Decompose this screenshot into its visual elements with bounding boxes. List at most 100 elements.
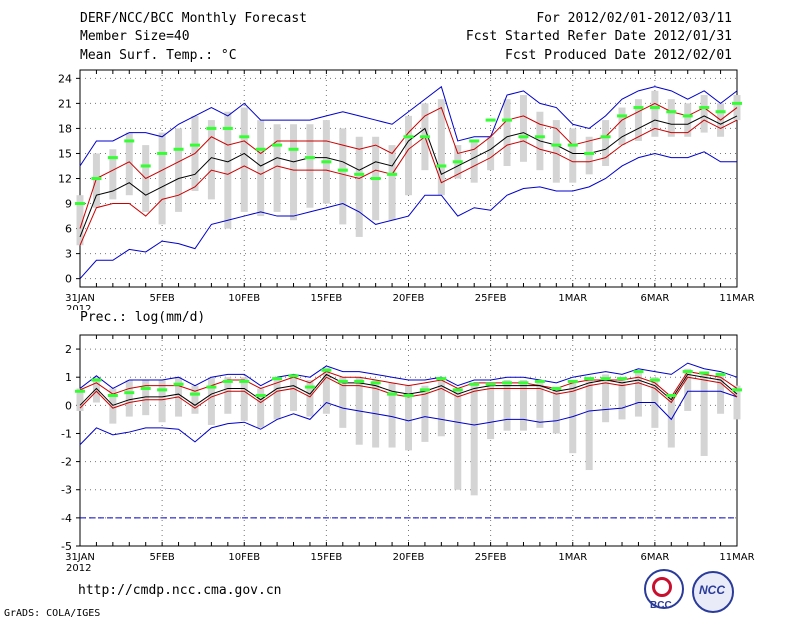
x-tick-label: 10FEB [228,293,260,304]
x-tick-label: 15FEB [311,552,343,563]
median-line [79,115,738,238]
refer-date: Fcst Started Refer Date 2012/01/31 [465,29,732,44]
spread-box [421,385,429,442]
y-tick-label: 9 [65,198,72,211]
spread-box [634,371,642,417]
x-tick-label: 11MAR [719,552,754,563]
max-line [79,85,738,167]
spread-box [487,136,495,171]
spread-box [405,385,412,451]
min-line [79,390,738,446]
spread-box [618,107,626,146]
y-tick-label: 1 [65,371,72,384]
source-url[interactable]: http://cmdp.ncc.cma.gov.cn [78,583,282,598]
spread-box [552,120,560,183]
max-line [79,362,738,390]
spread-box [158,380,166,423]
spread-box [109,149,117,200]
spread-box [618,377,626,420]
spread-box [552,388,560,434]
x-tick-sublabel: 2012 [66,563,91,574]
y-tick-label: 12 [58,173,72,186]
y-tick-label: 0 [65,399,72,412]
spread-box [306,124,314,208]
spread-box [470,382,478,496]
spread-box [191,385,199,414]
upper-percentile-line [79,371,738,398]
min-line [79,151,737,279]
y-tick-label: 15 [58,147,72,160]
precip-title: Prec.: log(mm/d) [80,310,206,325]
y-tick-label: 18 [58,122,72,135]
spread-box [700,371,708,456]
spread-box [322,367,330,414]
x-tick-label: 1MAR [558,293,587,304]
spread-box [355,136,363,237]
spread-box [388,145,396,221]
spread-box [240,377,248,421]
x-tick-label: 31JAN [65,552,95,563]
grads-credit: GrADS: COLA/IGES [4,608,101,619]
spread-box [109,388,117,424]
spread-box [602,374,610,423]
spread-box [273,377,281,420]
spread-box [667,394,675,448]
spread-box [290,377,298,411]
upper-percentile-line [79,102,738,229]
bcc-logo: BCC [640,569,684,613]
spread-box [651,90,659,137]
spread-box [339,128,347,225]
spread-box [454,388,462,490]
spread-box [602,120,610,166]
spread-box [76,195,84,246]
spread-box [634,99,642,141]
spread-box [224,377,232,414]
spread-box [519,95,527,162]
x-tick-label: 11MAR [719,293,754,304]
x-tick-label: 20FEB [393,552,425,563]
spread-box [585,136,593,175]
spread-box [503,380,511,431]
spread-box [684,368,692,411]
y-tick-label: -4 [61,512,72,525]
x-tick-label: 5FEB [149,552,174,563]
x-tick-label: 15FEB [311,293,343,304]
spread-box [470,140,478,183]
ncc-logo: NCC [690,569,734,613]
y-tick-label: 0 [65,273,72,286]
y-tick-label: 3 [65,248,72,261]
spread-box [339,377,347,428]
x-tick-label: 10FEB [228,552,260,563]
y-tick-label: -1 [61,427,72,440]
x-tick-sublabel: 2012 [66,304,91,310]
y-tick-label: 24 [58,72,72,85]
y-tick-label: -3 [61,484,72,497]
x-tick-label: 1MAR [558,552,587,563]
spread-box [92,377,100,403]
spread-box [487,382,495,440]
y-tick-label: -2 [61,456,72,469]
variable-label: Mean Surf. Temp.: °C [80,48,237,63]
spread-box [503,99,511,166]
spread-box [158,132,166,225]
x-tick-label: 5FEB [149,293,174,304]
ncc-logo-text: NCC [699,583,725,597]
x-tick-label: 6MAR [640,552,669,563]
y-tick-label: 21 [58,97,72,110]
spread-box [585,377,593,471]
spread-box [700,95,708,133]
x-tick-label: 31JAN [65,293,95,304]
spread-box [257,388,265,428]
x-tick-label: 20FEB [393,293,425,304]
x-tick-label: 6MAR [640,293,669,304]
spread-box [125,380,133,417]
chart-title: DERF/NCC/BCC Monthly Forecast [80,11,307,26]
bcc-logo-text: BCC [650,600,672,611]
spread-box [207,120,215,200]
x-tick-label: 25FEB [475,552,507,563]
spread-box [519,380,527,431]
spread-box [240,107,248,212]
spread-box [388,382,396,448]
